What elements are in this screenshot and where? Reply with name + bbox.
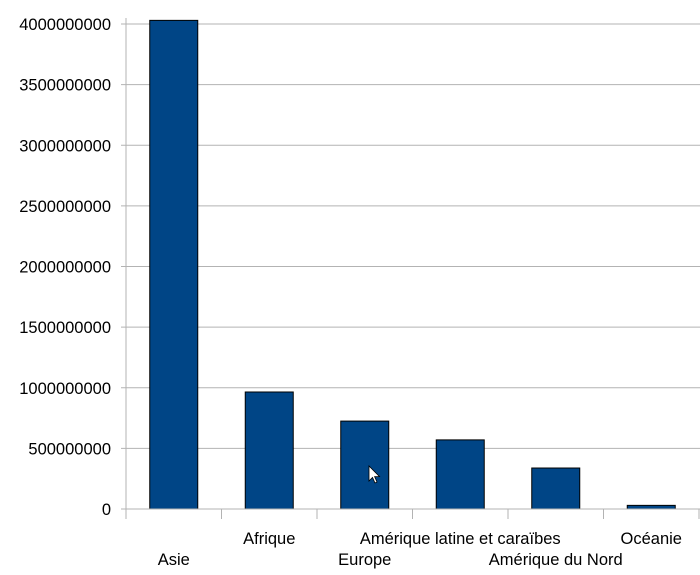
bar-0 [149,19,199,510]
y-tick-label: 4000000000 [19,16,111,34]
y-tick-label: 1000000000 [19,380,111,398]
bars [149,19,676,510]
gridlines [121,23,700,449]
bar-4 [531,467,581,510]
bar-1 [244,391,294,510]
x-tick-label: Océanie [621,530,682,548]
axes [121,18,700,519]
x-tick-label: Amérique du Nord [489,551,623,569]
y-tick-label: 3000000000 [19,137,111,155]
bar-2 [340,420,390,510]
y-tick-label: 2000000000 [19,259,111,277]
bar-3 [435,439,485,510]
y-tick-label: 2500000000 [19,198,111,216]
y-tick-label: 0 [102,501,111,519]
x-tick-label: Afrique [243,530,295,548]
x-tick-label: Asie [158,551,190,569]
y-tick-label: 3500000000 [19,77,111,95]
tick-labels: 0 500000000 1000000000 1500000000 2000000000… [19,16,682,569]
y-tick-label: 500000000 [28,440,111,458]
x-tick-label: Europe [338,551,391,569]
y-tick-label: 1500000000 [19,319,111,337]
mouse-cursor-icon [368,465,381,484]
bar-5 [626,504,676,510]
x-tick-label: Amérique latine et caraïbes [360,530,561,548]
